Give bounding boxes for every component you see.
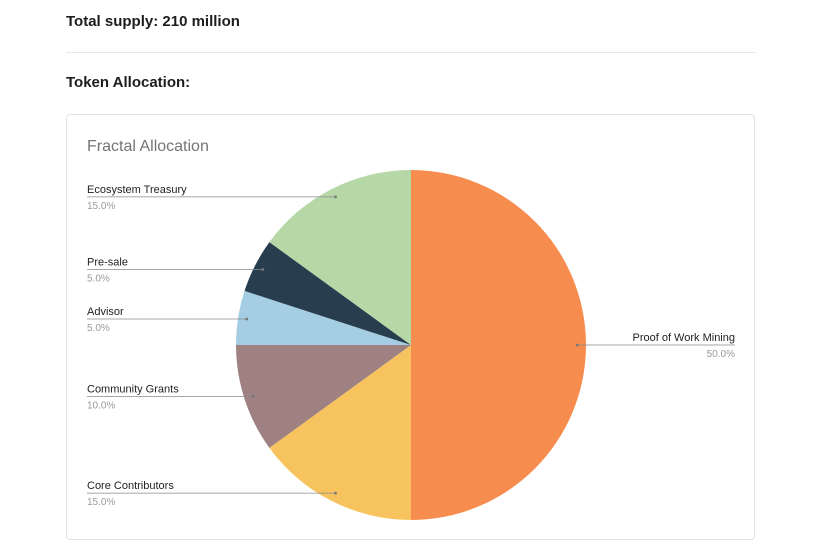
slice-label-advisor: Advisor: [87, 306, 124, 318]
slice-percent-ecosystem-treasury: 15.0%: [87, 201, 115, 212]
pie-slice-advisor[interactable]: [236, 290, 411, 345]
slice-percent-core-contributors: 15.0%: [87, 497, 115, 508]
slice-label-core-contributors: Core Contributors: [87, 480, 174, 492]
slice-percent-community-grants: 10.0%: [87, 400, 115, 411]
pie-slice-proof-of-work-mining[interactable]: [411, 170, 586, 520]
slice-label-pre-sale: Pre-sale: [87, 257, 128, 269]
slice-percent-advisor: 5.0%: [87, 323, 110, 334]
slice-label-ecosystem-treasury: Ecosystem Treasury: [87, 184, 187, 196]
slice-percent-proof-of-work-mining: 50.0%: [707, 349, 735, 360]
leader-dot-community-grants: [251, 394, 255, 398]
pie-slice-community-grants[interactable]: [236, 345, 411, 448]
allocation-pie-chart: Fractal Allocation Proof of Work Mining 5…: [87, 138, 735, 520]
token-allocation-heading: Token Allocation:: [66, 74, 191, 91]
leader-dot-core-contributors: [334, 491, 337, 495]
chart-title: Fractal Allocation: [87, 138, 209, 155]
leader-dot-advisor: [245, 317, 249, 321]
leader-dot-proof-of-work-mining: [575, 343, 579, 347]
slice-label-proof-of-work-mining: Proof of Work Mining: [632, 332, 735, 344]
slice-label-community-grants: Community Grants: [87, 383, 179, 395]
pie-slice-core-contributors[interactable]: [269, 345, 411, 520]
total-supply-text: Total supply: 210 million: [66, 13, 240, 30]
allocation-chart-card: Fractal Allocation Proof of Work Mining 5…: [66, 114, 755, 540]
pie-slice-ecosystem-treasury[interactable]: [269, 170, 411, 345]
slice-percent-pre-sale: 5.0%: [87, 274, 110, 285]
pie-slice-pre-sale[interactable]: [244, 242, 411, 345]
leader-dot-ecosystem-treasury: [334, 195, 337, 199]
section-divider: [66, 52, 756, 53]
leader-dot-pre-sale: [261, 268, 265, 271]
